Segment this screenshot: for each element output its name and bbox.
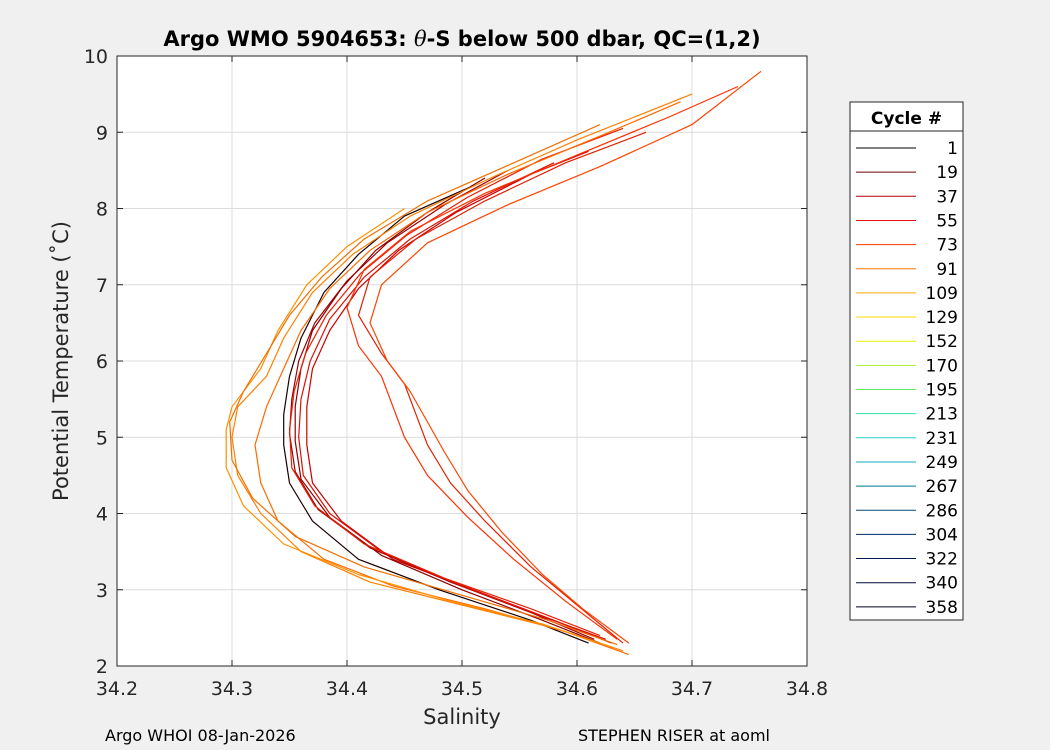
- x-tick-label: 34.3: [211, 678, 253, 700]
- legend-entry-label: 129: [926, 308, 958, 328]
- legend-entry-label: 231: [926, 429, 958, 449]
- y-tick-label: 4: [96, 504, 108, 526]
- x-tick-label: 34.8: [786, 678, 828, 700]
- y-tick-label: 7: [96, 275, 108, 297]
- legend-entry-label: 267: [926, 477, 958, 497]
- y-tick-label: 2: [96, 656, 108, 678]
- legend-entry-label: 170: [926, 356, 958, 376]
- footer-right: STEPHEN RISER at aoml: [578, 726, 770, 745]
- x-tick-label: 34.2: [96, 678, 138, 700]
- chart-title: Argo WMO 5904653: θ-S below 500 dbar, QC…: [163, 27, 760, 51]
- legend-entry-label: 249: [926, 453, 958, 473]
- series-line-main-red-3: [288, 127, 624, 637]
- chart-title-theta: θ: [414, 27, 427, 51]
- y-tick-label: 9: [96, 122, 108, 144]
- series-line-wide-red-2: [346, 85, 739, 640]
- legend-entry-label: 152: [926, 332, 958, 352]
- y-tick-label: 10: [84, 46, 108, 68]
- legend-entry-label: 304: [926, 525, 958, 545]
- series-layer: [225, 70, 762, 656]
- chart-title-prefix: Argo WMO 5904653:: [163, 27, 414, 51]
- y-tick-label: 8: [96, 199, 108, 221]
- series-line-orange-3: [225, 207, 612, 648]
- x-tick-label: 34.6: [556, 678, 598, 700]
- legend-entry-label: 322: [926, 550, 958, 570]
- ticks: 34.2 34.3 34.4 34.5 34.6 34.7 34.8 2 3 4 5 6 7 8 9 10: [84, 46, 828, 700]
- legend-entry-label: 340: [926, 574, 958, 594]
- series-line-orange-4: [229, 124, 618, 646]
- legend-entry-label: 195: [926, 381, 958, 401]
- legend-entry-label: 286: [926, 501, 958, 521]
- series-line-wide-red-3: [369, 70, 762, 644]
- legend-box: [849, 101, 964, 621]
- x-tick-label: 34.4: [326, 678, 368, 700]
- series-line-orange-2: [231, 93, 693, 652]
- y-tick-label: 3: [96, 580, 108, 602]
- legend-title: Cycle #: [871, 109, 942, 129]
- legend-entry-label: 1: [947, 139, 958, 159]
- legend-entry-label: 109: [926, 284, 958, 304]
- legend: Cycle #1 19 37 55 73 91 109 129 152 170 195 213 231 2…: [849, 101, 964, 621]
- legend-entry-label: 213: [926, 405, 958, 425]
- legend-entry-label: 91: [936, 260, 958, 280]
- y-tick-label: 6: [96, 351, 108, 373]
- chart-title-suffix: -S below 500 dbar, QC=(1,2): [427, 27, 761, 51]
- y-tick-label: 5: [96, 427, 108, 449]
- x-tick-label: 34.5: [441, 678, 483, 700]
- footer-left: Argo WHOI 08-Jan-2026: [105, 726, 296, 745]
- x-tick-label: 34.7: [671, 678, 713, 700]
- x-axis-label: Salinity: [423, 705, 501, 729]
- legend-entry-label: 19: [936, 163, 958, 183]
- series-line-main-darkred-1: [294, 177, 601, 644]
- y-axis-label: Potential Temperature (˚C): [49, 221, 73, 501]
- legend-entry-label: 55: [936, 211, 958, 231]
- legend-entry-label: 73: [936, 236, 958, 256]
- legend-entry-label: 37: [936, 187, 958, 207]
- legend-entry-label: 358: [926, 598, 958, 618]
